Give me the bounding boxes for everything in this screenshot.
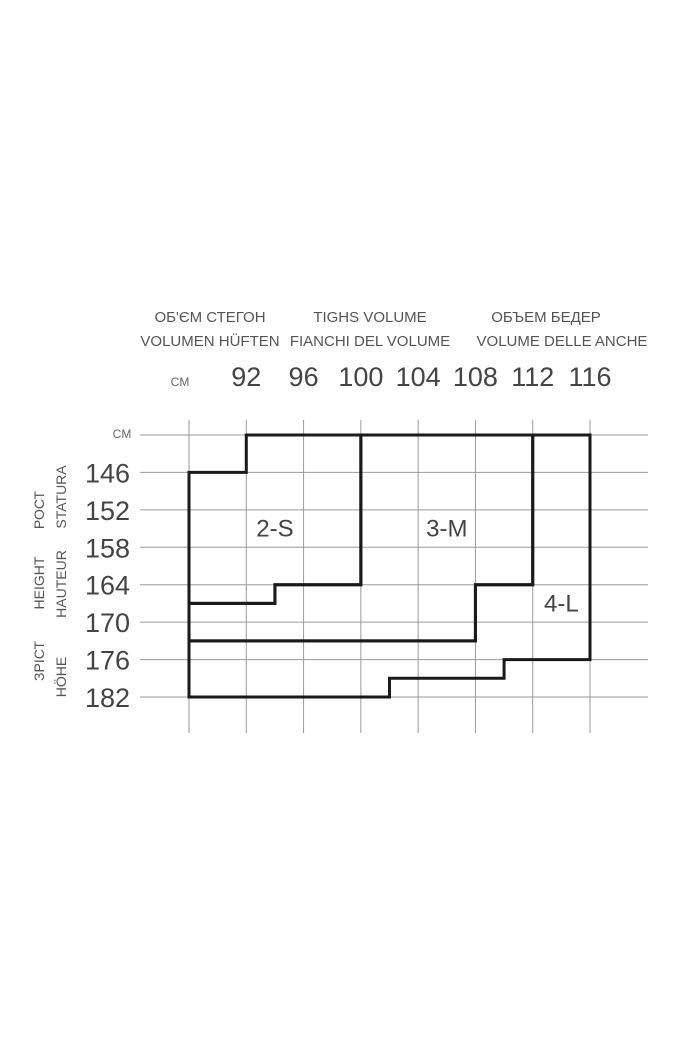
y-tick-label: 152 xyxy=(85,496,130,526)
side-label-ua: ЗРІСТ xyxy=(31,641,47,681)
header-label-en: TIGHS VOLUME xyxy=(313,309,426,326)
side-labels: РОСТ STATURA HEIGHT HAUTEUR ЗРІСТ HÖHE xyxy=(31,465,69,698)
size-label: 4-L xyxy=(544,590,579,617)
size-outlines xyxy=(187,433,592,699)
size-labels: 2-S 3-M 4-L xyxy=(256,516,578,618)
side-label-fr: HAUTEUR xyxy=(53,550,69,618)
y-tick-label: 176 xyxy=(85,646,130,676)
y-tick-label: 170 xyxy=(85,608,130,638)
header-label-ru: ОБЪЕМ БЕДЕР xyxy=(491,309,601,326)
header-label-it: FIANCHI DEL VOLUME xyxy=(290,333,450,350)
x-tick-labels: 92 96 100 104 108 112 116 xyxy=(231,362,611,392)
y-tick-label: 146 xyxy=(85,458,130,488)
y-tick-labels: 146 152 158 164 170 176 182 xyxy=(85,458,130,713)
header-label-it2: VOLUME DELLE ANCHE xyxy=(477,333,648,350)
x-tick-label: 108 xyxy=(453,362,498,392)
side-label-it: STATURA xyxy=(53,465,69,529)
x-unit-label: CM xyxy=(171,375,190,389)
x-tick-label: 104 xyxy=(396,362,441,392)
side-label-de: HÖHE xyxy=(52,657,69,697)
size-label: 3-M xyxy=(426,516,467,543)
header-label-de: VOLUMEN HÜFTEN xyxy=(140,332,279,350)
header-labels: ОБ'ЄМ СТЕГОН VOLUMEN HÜFTEN TIGHS VOLUME… xyxy=(140,309,647,350)
y-tick-label: 182 xyxy=(85,683,130,713)
y-tick-label: 158 xyxy=(85,533,130,563)
size-label: 2-S xyxy=(256,516,293,543)
grid xyxy=(140,420,648,733)
side-label-ru: РОСТ xyxy=(31,490,47,529)
y-tick-label: 164 xyxy=(85,571,130,601)
size-region-4-l xyxy=(187,433,592,699)
x-tick-label: 96 xyxy=(289,362,319,392)
x-tick-label: 112 xyxy=(511,362,554,392)
x-tick-label: 100 xyxy=(338,362,383,392)
x-tick-label: 116 xyxy=(568,362,611,392)
x-tick-label: 92 xyxy=(231,362,261,392)
side-label-en: HEIGHT xyxy=(31,556,47,609)
y-unit-label: CM xyxy=(113,427,132,441)
header-label-ua: ОБ'ЄМ СТЕГОН xyxy=(154,309,265,326)
